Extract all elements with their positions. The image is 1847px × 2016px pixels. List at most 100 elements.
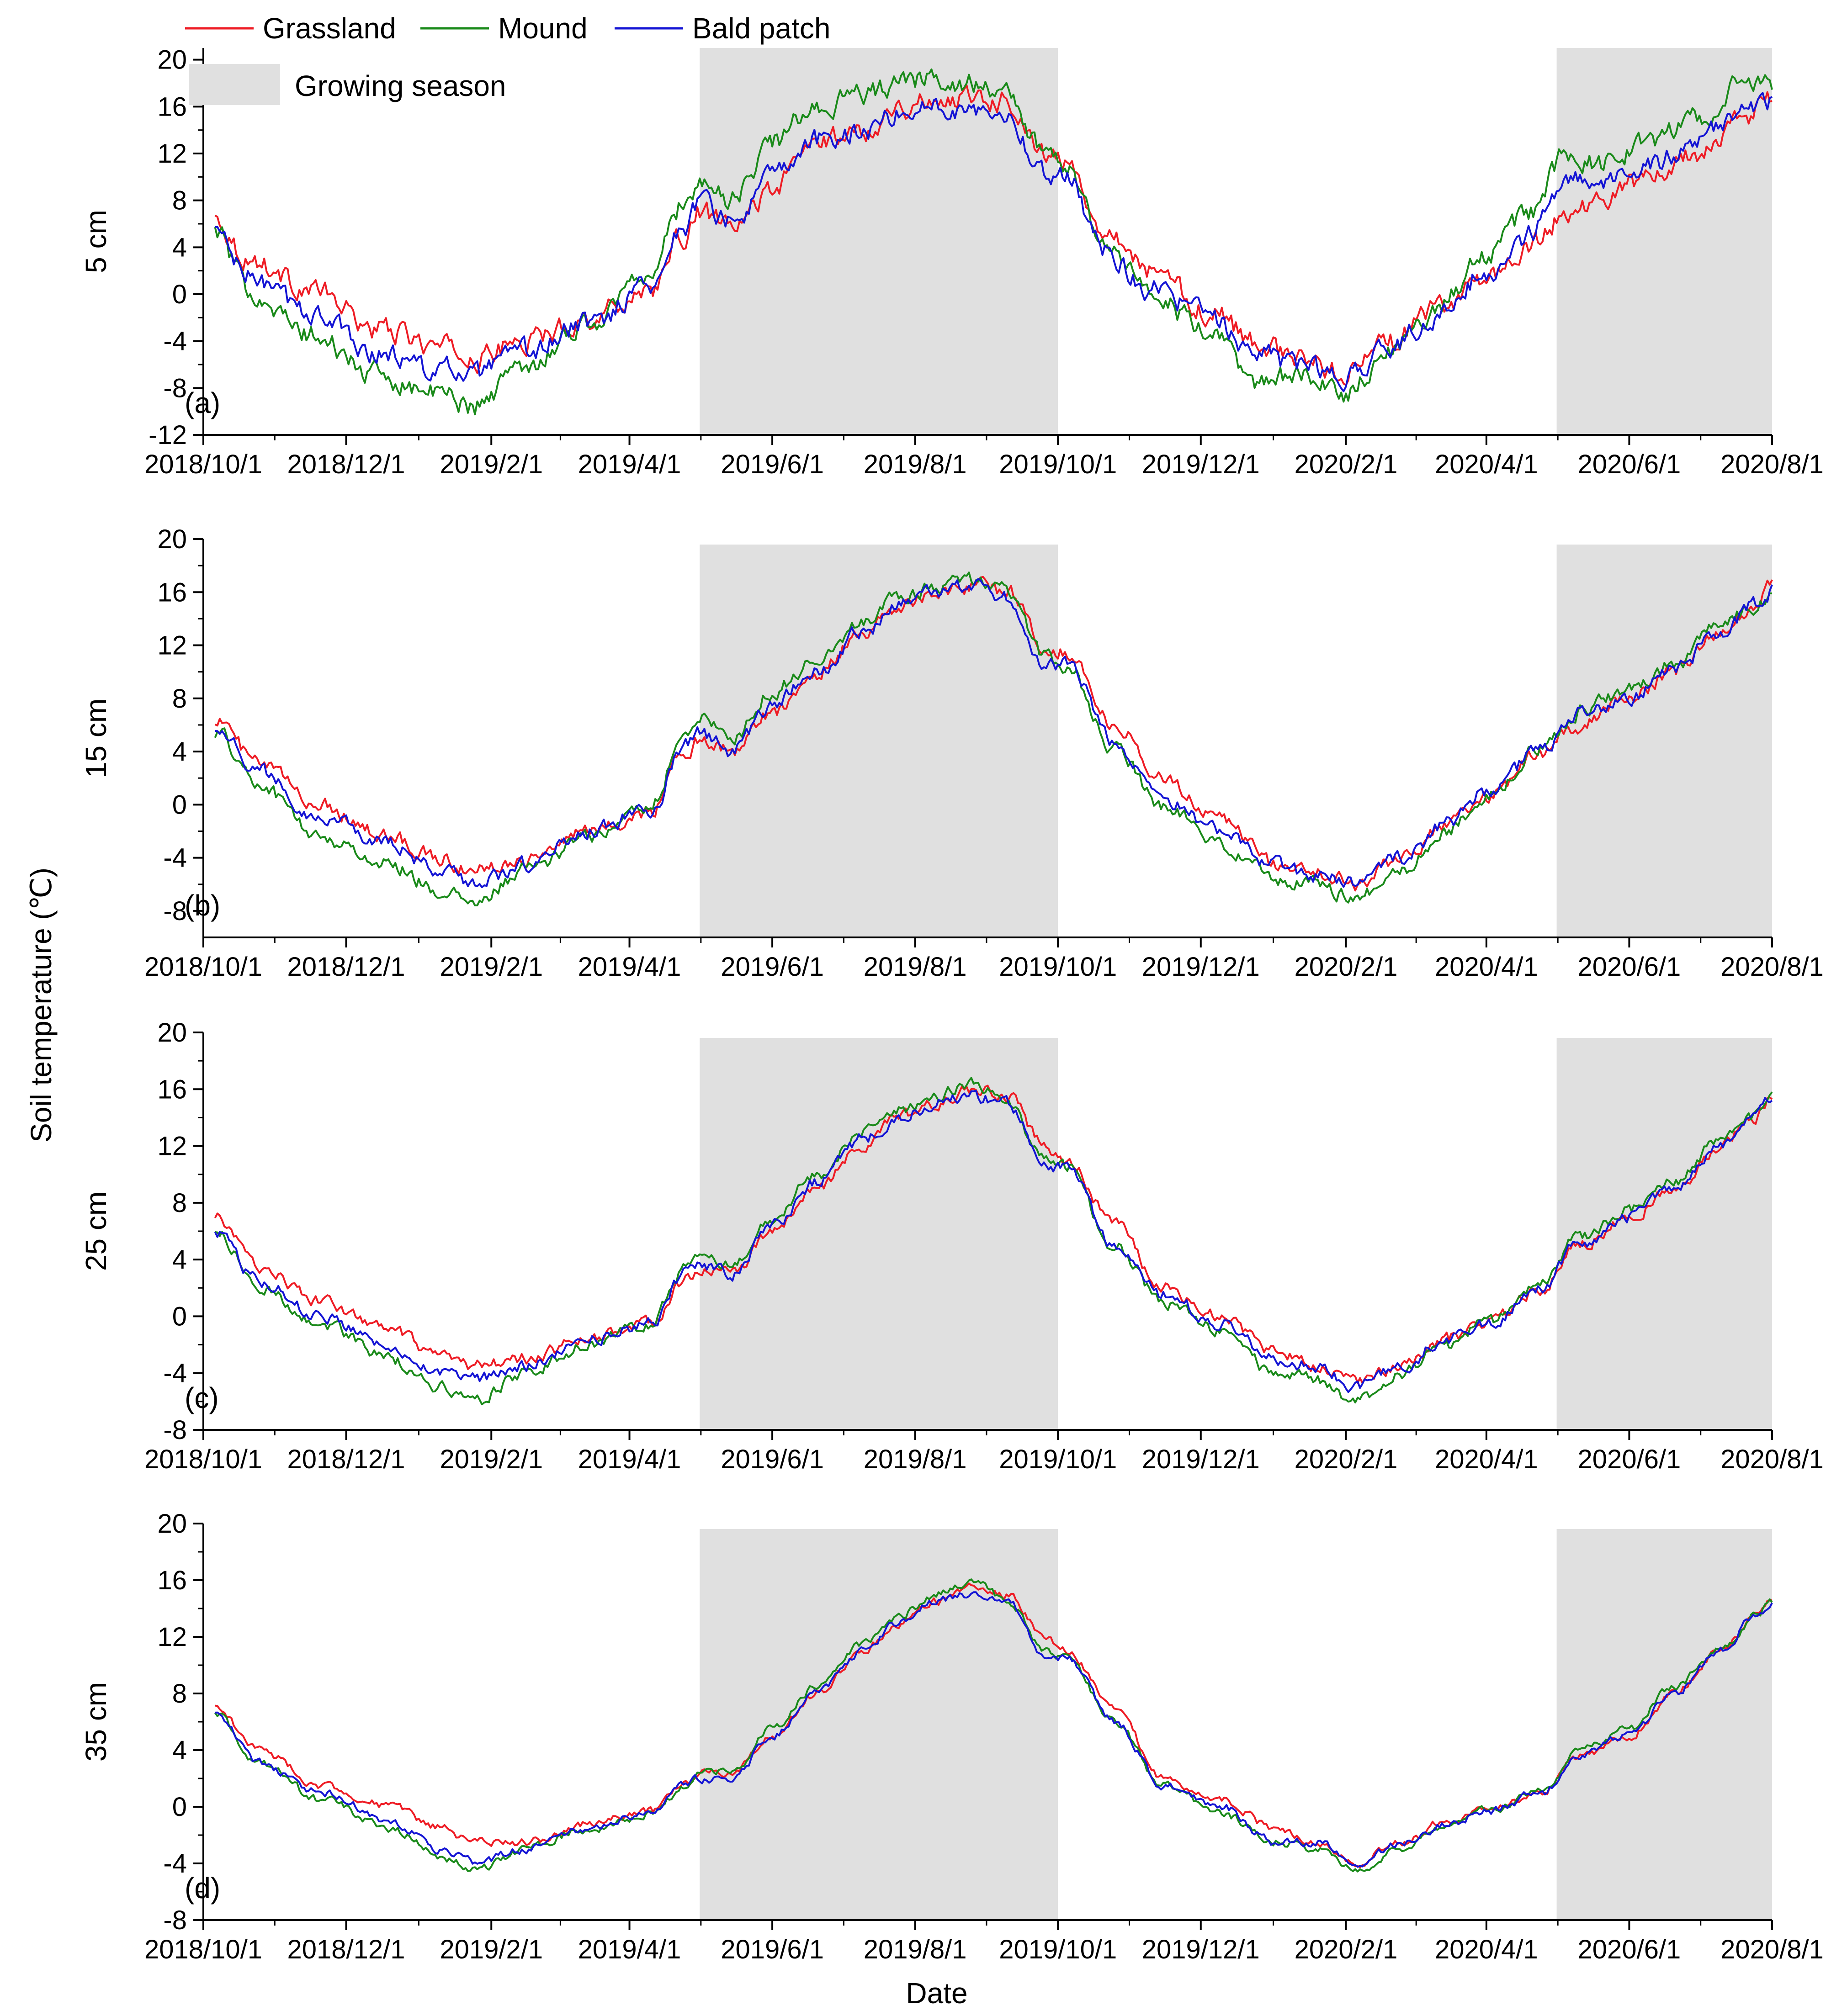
panel-depth-label: 25 cm (80, 1191, 112, 1271)
panel-4: -8 -4 0 4 8 12 16 20 2018/10/1 2018/12/1 2019/2/1 2… (80, 1509, 1824, 1964)
x-tick-label: 2019/2/1 (440, 450, 543, 479)
x-tick-label: 2020/8/1 (1720, 450, 1824, 479)
series-mound (214, 68, 1773, 416)
x-tick-label: 2019/12/1 (1142, 952, 1260, 982)
y-tick-label: 16 (157, 92, 187, 122)
y-tick-label: 4 (172, 233, 187, 262)
x-tick-label: 2020/8/1 (1720, 952, 1824, 982)
y-tick-label: -8 (163, 1905, 187, 1935)
y-tick-label: -12 (149, 420, 187, 450)
panel-2: -8 -4 0 4 8 12 16 20 2018/10/1 2018/12/1 2019/2/1 2… (80, 524, 1824, 982)
panel-3: -8 -4 0 4 8 12 16 20 2018/10/1 2018/12/1 2019/2/1 2… (80, 1018, 1824, 1474)
legend-label-growing-season: Growing season (295, 69, 506, 102)
panel-depth-label: 15 cm (80, 698, 112, 778)
y-tick-label: 0 (172, 280, 187, 309)
x-tick-label: 2019/8/1 (864, 1445, 967, 1474)
y-tick-label: -4 (163, 843, 187, 873)
x-tick-label: 2019/2/1 (440, 1935, 543, 1964)
y-tick-label: 12 (157, 139, 187, 169)
x-tick-label: 2018/10/1 (144, 1935, 262, 1964)
x-tick-label: 2020/6/1 (1578, 1445, 1681, 1474)
y-axis-title: Soil temperature (℃) (25, 868, 58, 1143)
series-bald-patch (214, 1090, 1773, 1393)
growing-season-band (1556, 1529, 1772, 1920)
y-tick-label: 4 (172, 1245, 187, 1275)
y-tick-label: -8 (163, 1415, 187, 1445)
x-tick-label: 2019/10/1 (999, 1445, 1117, 1474)
y-tick-label: 12 (157, 1622, 187, 1652)
x-tick-label: 2020/8/1 (1720, 1445, 1824, 1474)
y-tick-label: 4 (172, 737, 187, 767)
legend: Grassland Mound Bald patch Growing seaso… (185, 12, 830, 105)
x-tick-label: 2020/4/1 (1435, 1445, 1538, 1474)
y-tick-label: -4 (163, 327, 187, 356)
growing-season-band (700, 545, 1058, 937)
panel-letter: (d) (185, 1872, 220, 1905)
y-tick-label: 12 (157, 631, 187, 661)
x-tick-label: 2020/4/1 (1435, 952, 1538, 982)
x-tick-label: 2019/10/1 (999, 450, 1117, 479)
x-tick-label: 2019/8/1 (864, 450, 967, 479)
growing-season-band (1556, 545, 1772, 937)
y-tick-label: -8 (163, 896, 187, 926)
y-tick-label: 0 (172, 1792, 187, 1822)
y-tick-label: 16 (157, 1566, 187, 1595)
x-axis-title: Date (906, 1977, 967, 2010)
panel-depth-label: 5 cm (80, 210, 112, 273)
x-tick-label: 2019/8/1 (864, 1935, 967, 1964)
x-tick-label: 2020/2/1 (1295, 450, 1398, 479)
x-tick-label: 2019/2/1 (440, 1445, 543, 1474)
x-tick-label: 2019/4/1 (578, 450, 681, 479)
x-tick-label: 2018/10/1 (144, 1445, 262, 1474)
x-tick-label: 2020/4/1 (1435, 1935, 1538, 1964)
x-tick-label: 2019/6/1 (721, 1935, 824, 1964)
y-tick-label: 0 (172, 790, 187, 820)
x-tick-label: 2020/8/1 (1720, 1935, 1824, 1964)
x-tick-label: 2019/12/1 (1142, 450, 1260, 479)
y-tick-label: 4 (172, 1736, 187, 1765)
x-tick-label: 2018/12/1 (287, 1935, 405, 1964)
y-tick-label: 0 (172, 1302, 187, 1331)
series-bald-patch (215, 1591, 1773, 1868)
x-tick-label: 2020/4/1 (1435, 450, 1538, 479)
x-tick-label: 2020/2/1 (1295, 952, 1398, 982)
growing-season-band (700, 48, 1058, 435)
growing-season-band (1556, 1038, 1772, 1430)
chart-panels: -12 -8 -4 0 4 8 12 16 20 2018/10/1 2018/12/1 2019/2… (80, 45, 1824, 1964)
x-tick-label: 2019/4/1 (578, 1935, 681, 1964)
panel-depth-label: 35 cm (80, 1682, 112, 1762)
x-tick-label: 2019/4/1 (578, 1445, 681, 1474)
panel-letter: (c) (185, 1381, 219, 1414)
legend-swatch-growing-season (189, 64, 280, 105)
series-mound (214, 571, 1773, 906)
x-tick-label: 2018/10/1 (144, 450, 262, 479)
y-tick-label: 8 (172, 684, 187, 714)
y-tick-label: -4 (163, 1359, 187, 1388)
x-tick-label: 2019/2/1 (440, 952, 543, 982)
legend-label-mound: Mound (498, 12, 588, 45)
x-tick-label: 2020/2/1 (1295, 1935, 1398, 1964)
x-tick-label: 2018/12/1 (287, 450, 405, 479)
x-tick-label: 2020/6/1 (1578, 450, 1681, 479)
y-tick-label: 20 (157, 1018, 187, 1048)
x-tick-label: 2019/6/1 (721, 1445, 824, 1474)
y-tick-label: 12 (157, 1132, 187, 1161)
y-tick-label: 8 (172, 1679, 187, 1709)
x-tick-label: 2019/10/1 (999, 952, 1117, 982)
x-tick-label: 2020/2/1 (1295, 1445, 1398, 1474)
x-tick-label: 2018/12/1 (287, 952, 405, 982)
x-tick-label: 2019/6/1 (721, 952, 824, 982)
y-tick-label: -8 (163, 373, 187, 403)
series-grassland (214, 84, 1773, 386)
series-mound (215, 1077, 1773, 1406)
y-tick-label: 16 (157, 1074, 187, 1104)
legend-label-bald-patch: Bald patch (692, 12, 830, 45)
x-tick-label: 2020/6/1 (1578, 952, 1681, 982)
x-tick-label: 2019/6/1 (721, 450, 824, 479)
x-tick-label: 2019/4/1 (578, 952, 681, 982)
growing-season-band (1556, 48, 1772, 435)
x-tick-label: 2018/12/1 (287, 1445, 405, 1474)
series-bald-patch (215, 578, 1773, 889)
y-tick-label: 8 (172, 186, 187, 216)
